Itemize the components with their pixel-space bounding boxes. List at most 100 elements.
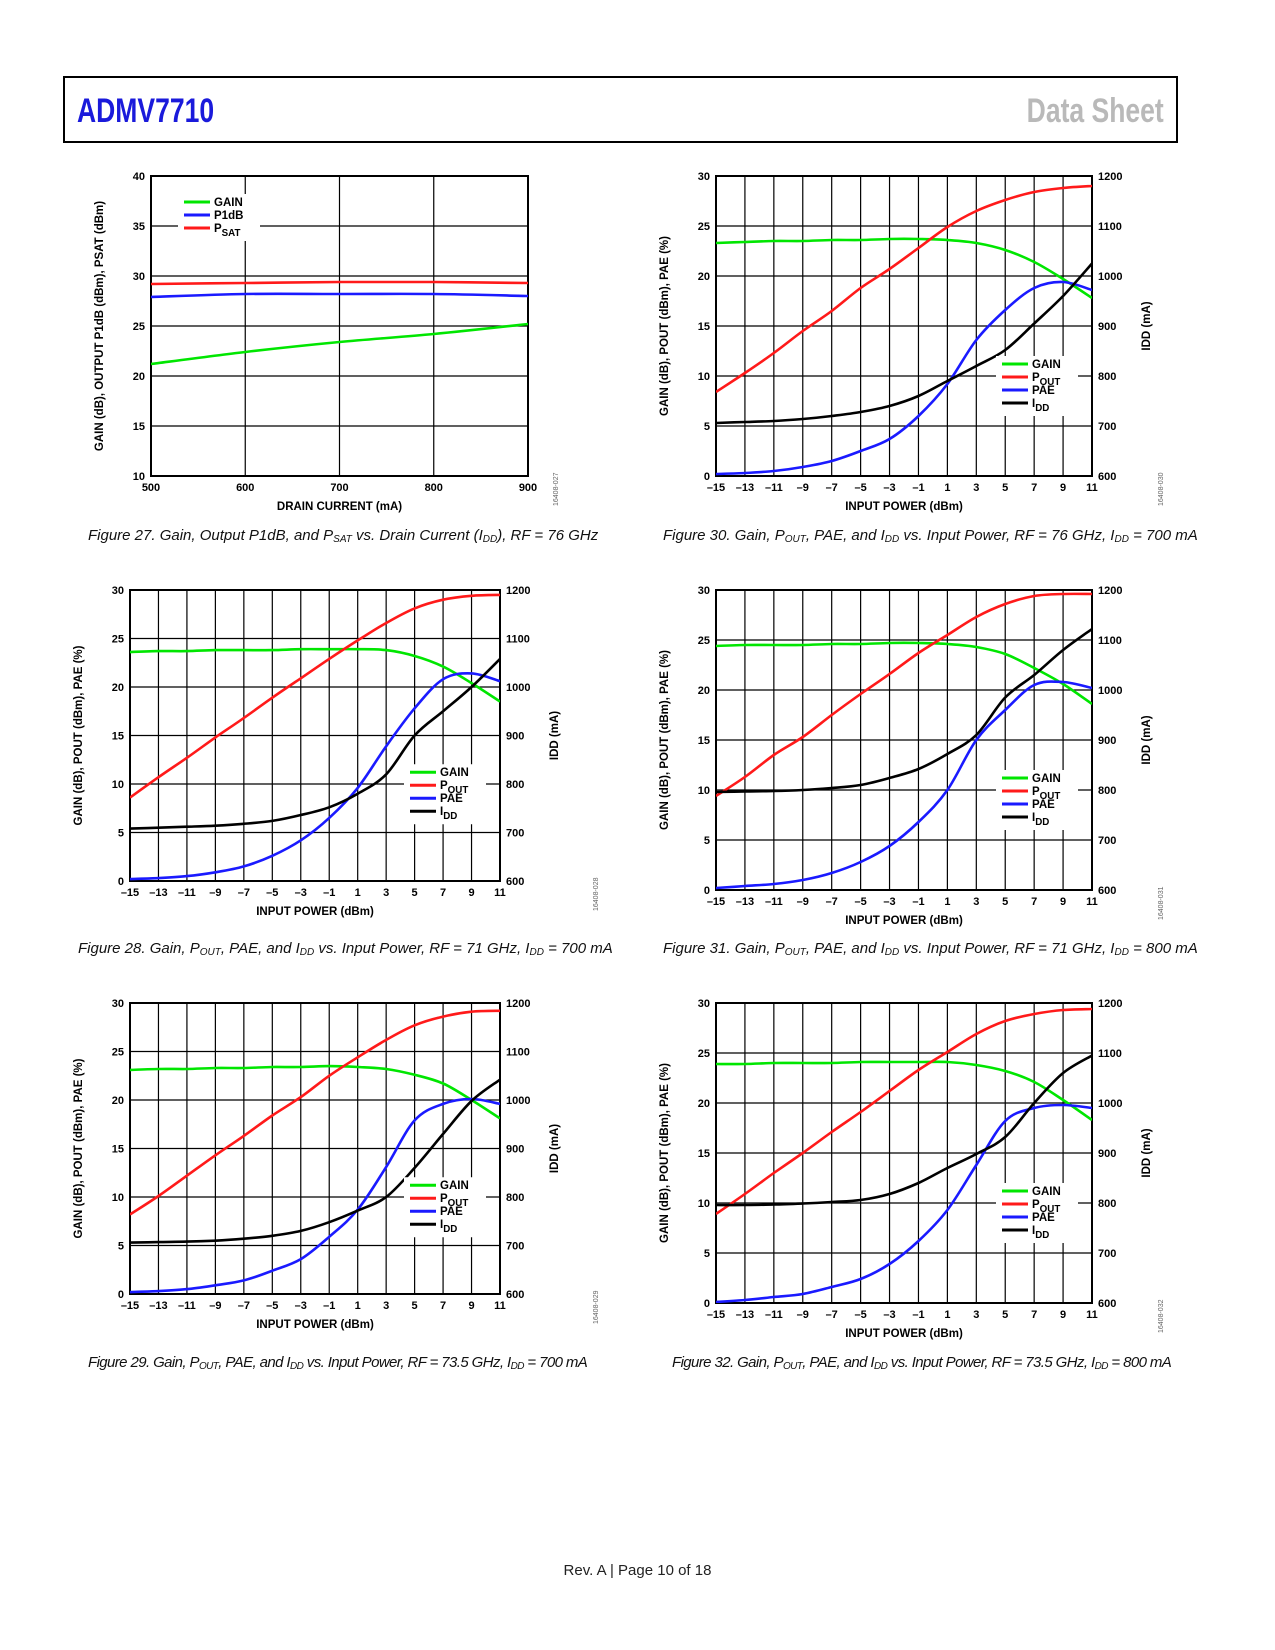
legend-label: PAE xyxy=(1032,1212,1055,1224)
caption-subscript: DD xyxy=(873,1361,888,1372)
y-tick-label: 15 xyxy=(133,421,145,433)
x-tick-label: 7 xyxy=(440,887,446,899)
plot-frame xyxy=(715,1002,1093,1304)
y-tick-label: 40 xyxy=(133,171,145,183)
y-tick-label: 30 xyxy=(112,585,124,597)
legend-label: PAE xyxy=(440,1206,463,1218)
x-tick-label: 3 xyxy=(383,887,389,899)
caption-subscript: DD xyxy=(1094,1361,1109,1372)
x-tick-label: –15 xyxy=(121,887,139,899)
x-tick-label: –11 xyxy=(765,482,783,494)
y-tick-label: 25 xyxy=(112,1047,124,1059)
caption-text: = 700 mA xyxy=(523,1354,588,1371)
x-tick-label: –13 xyxy=(736,896,754,908)
series-line-pae xyxy=(130,1097,500,1294)
y2-tick-label: 600 xyxy=(1098,885,1116,897)
series-line-pout xyxy=(716,184,1092,394)
y2-tick-label: 1200 xyxy=(506,998,530,1010)
caption-text: Figure 29. Gain, P xyxy=(88,1354,200,1371)
series-line-gain xyxy=(716,641,1092,706)
y-tick-label: 25 xyxy=(698,635,710,647)
figure-29-caption: Figure 29. Gain, POUT, PAE, and IDD vs. … xyxy=(88,1354,588,1372)
y-tick-label: 20 xyxy=(698,685,710,697)
y-tick-label: 0 xyxy=(118,1289,124,1301)
x-tick-label: –13 xyxy=(149,1300,167,1312)
y2-tick-label: 1200 xyxy=(506,585,530,597)
caption-text: Figure 32. Gain, P xyxy=(672,1354,784,1371)
x-tick-label: –9 xyxy=(209,1300,221,1312)
x-tick-label: 5 xyxy=(1002,896,1008,908)
y2-tick-label: 700 xyxy=(1098,835,1116,847)
x-tick-label: –11 xyxy=(178,887,196,899)
caption-text: = 800 mA xyxy=(1107,1354,1172,1371)
y-tick-label: 15 xyxy=(112,731,124,743)
caption-subscript: DD xyxy=(884,947,900,958)
legend-label: PAE xyxy=(1032,385,1055,397)
y2-tick-label: 800 xyxy=(1098,785,1116,797)
y2-tick-label: 800 xyxy=(506,779,524,791)
x-tick-label: 5 xyxy=(412,887,418,899)
x-tick-label: –11 xyxy=(765,896,783,908)
y-tick-label: 5 xyxy=(704,421,710,433)
figure-code: 16408-032 xyxy=(1158,1299,1165,1333)
caption-text: Figure 31. Gain, P xyxy=(663,940,785,957)
caption-text: , PAE, and I xyxy=(802,1354,874,1371)
label-sub: DD xyxy=(443,1224,457,1235)
y2-tick-label: 800 xyxy=(506,1192,524,1204)
legend-label: PAE xyxy=(440,793,463,805)
grid xyxy=(715,589,1093,891)
figure-code: 16408-029 xyxy=(593,1290,600,1324)
y2-tick-label: 1100 xyxy=(506,1047,530,1059)
series-group xyxy=(716,184,1092,476)
x-tick-label: –1 xyxy=(912,482,924,494)
x-tick-label: 11 xyxy=(494,887,506,899)
series-group xyxy=(151,280,528,366)
y-axis-label: GAIN (dB), POUT (dBm), PAE (%) xyxy=(659,1063,671,1243)
plot-frame xyxy=(129,1002,501,1295)
caption-text: vs. Input Power, RF = 73.5 GHz, I xyxy=(303,1354,511,1371)
y-tick-label: 15 xyxy=(698,1148,710,1160)
x-tick-label: –9 xyxy=(797,896,809,908)
x-tick-label: 9 xyxy=(1060,482,1066,494)
legend-label: POUT xyxy=(440,780,468,796)
x-tick-label: 7 xyxy=(440,1300,446,1312)
figure-code: 16408-028 xyxy=(593,877,600,911)
x-tick-label: 3 xyxy=(383,1300,389,1312)
chart-svg: –15 –13 –11 –9 –7 –5 –3 –1 1 3 5 7 9 1105101520253060… xyxy=(73,585,600,918)
caption-text: vs. Drain Current (I xyxy=(351,527,483,544)
y2-tick-label: 1100 xyxy=(1098,221,1122,233)
label-main: P xyxy=(440,780,448,792)
legend-label: POUT xyxy=(1032,372,1060,388)
y2-axis-label: IDD (mA) xyxy=(1141,715,1153,764)
legend-background xyxy=(996,356,1078,416)
y2-tick-label: 1200 xyxy=(1098,171,1122,183)
y-tick-label: 0 xyxy=(704,885,710,897)
plot-frame xyxy=(715,175,1093,477)
series-line-idd xyxy=(130,657,500,830)
y2-tick-label: 1000 xyxy=(1098,1098,1122,1110)
y-tick-label: 15 xyxy=(698,735,710,747)
y-tick-label: 10 xyxy=(133,471,145,483)
y-tick-label: 25 xyxy=(112,634,124,646)
plot-frame xyxy=(150,175,529,477)
x-tick-label: –15 xyxy=(707,896,725,908)
label-main: I xyxy=(1032,398,1035,410)
series-group xyxy=(130,1009,500,1294)
x-tick-label: 600 xyxy=(236,482,254,494)
label-sub: OUT xyxy=(1040,791,1061,802)
x-tick-label: –7 xyxy=(826,896,838,908)
series-line-pout xyxy=(716,592,1092,798)
x-tick-label: –1 xyxy=(912,896,924,908)
x-tick-label: 900 xyxy=(519,482,537,494)
label-main: I xyxy=(440,1219,443,1231)
x-tick-label: –15 xyxy=(707,1309,725,1321)
caption-text: Figure 27. Gain, Output P1dB, and P xyxy=(88,527,334,544)
x-tick-label: 800 xyxy=(425,482,443,494)
y-tick-label: 20 xyxy=(112,1095,124,1107)
legend-label: IDD xyxy=(1032,812,1049,828)
legend-label: PAE xyxy=(1032,799,1055,811)
x-tick-label: –15 xyxy=(707,482,725,494)
y2-tick-label: 700 xyxy=(1098,1248,1116,1260)
x-axis-label: INPUT POWER (dBm) xyxy=(845,915,963,927)
